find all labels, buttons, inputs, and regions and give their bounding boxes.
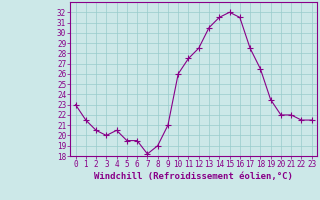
X-axis label: Windchill (Refroidissement éolien,°C): Windchill (Refroidissement éolien,°C)	[94, 172, 293, 181]
